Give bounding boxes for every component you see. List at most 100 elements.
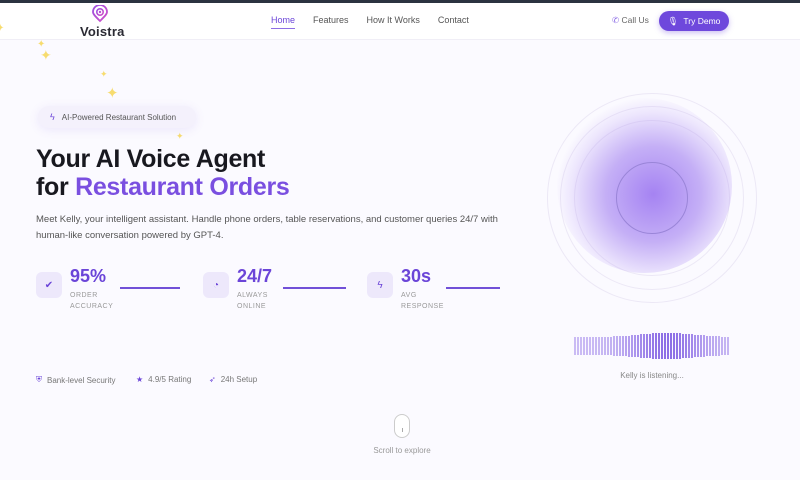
wave-bar <box>655 333 657 359</box>
wave-bar <box>646 333 648 359</box>
wave-bar <box>715 336 717 356</box>
wave-bar <box>676 333 678 359</box>
nav-contact[interactable]: Contact <box>437 15 469 25</box>
nav-home[interactable]: Home <box>271 15 296 29</box>
wave-bar <box>592 336 594 356</box>
wave-bar <box>610 336 612 356</box>
wave-bar <box>685 333 687 359</box>
trust-label: 4.9/5 Rating <box>148 375 192 384</box>
stat-value: 24/7 <box>237 266 273 286</box>
trust-security: ⛨ Bank-level Security <box>36 375 115 385</box>
wave-bar <box>580 336 582 356</box>
wave-bar <box>583 336 585 356</box>
title-line-1: Your AI Voice Agent <box>36 145 266 173</box>
mouse-scroll-icon[interactable] <box>394 414 410 438</box>
wave-bar <box>727 336 729 356</box>
stat-bar <box>446 287 500 289</box>
sparkle-icon: ✦ <box>40 47 52 63</box>
wave-bar <box>604 336 606 356</box>
wave-bar <box>721 336 723 356</box>
stat-label: ALWAYS ONLINE <box>237 292 268 310</box>
trust-setup: ➶ 24h Setup <box>209 375 257 384</box>
wave-bar <box>619 336 621 356</box>
wave-bar <box>688 334 690 358</box>
wave-bar <box>634 335 636 357</box>
wave-bar <box>703 335 705 357</box>
check-circle-icon: ✔ <box>36 272 62 298</box>
wave-bar <box>643 334 645 358</box>
hero-description: Meet Kelly, your intelligent assistant. … <box>36 214 498 241</box>
nav-how-it-works[interactable]: How It Works <box>366 15 420 25</box>
trust-label: Bank-level Security <box>47 375 116 385</box>
bolt-icon: ϟ <box>50 112 55 122</box>
microphone-icon: 🎙︎ <box>667 15 679 26</box>
wave-bar <box>631 335 633 357</box>
wave-bar <box>649 333 651 359</box>
star-icon: ★ <box>136 375 144 384</box>
brand-name: Voistra <box>80 24 125 39</box>
title-line-2-prefix: for <box>36 173 76 201</box>
sparkle-icon: ✦ <box>0 23 5 34</box>
location-pin-icon <box>92 5 108 23</box>
wave-bar <box>577 336 579 356</box>
try-demo-label: Try Demo <box>683 16 721 26</box>
wave-bar <box>601 336 603 356</box>
stat-label: AVG RESPONSE <box>401 292 444 310</box>
voice-orb[interactable] <box>547 93 757 303</box>
wave-bar <box>664 333 666 359</box>
rocket-icon: ➶ <box>209 375 216 384</box>
shield-icon: ⛨ <box>36 375 42 384</box>
wave-bar <box>712 336 714 356</box>
voice-status: Kelly is listening... <box>620 371 684 380</box>
wave-bar <box>682 333 684 359</box>
phone-icon: ✆ <box>612 15 620 25</box>
title-accent: Restaurant Orders <box>75 173 290 201</box>
wave-bar <box>661 333 663 359</box>
wave-bar <box>589 336 591 356</box>
call-us-link[interactable]: ✆ Call Us <box>612 15 649 26</box>
wave-bar <box>652 333 654 359</box>
wave-bar <box>625 335 627 357</box>
wave-bar <box>667 333 669 359</box>
bolt-icon: ϟ <box>367 272 393 298</box>
sparkle-icon: ✦ <box>176 131 184 141</box>
wave-bar <box>700 335 702 357</box>
wave-bar <box>613 336 615 356</box>
stat-bar <box>283 287 346 289</box>
wave-bar <box>724 336 726 356</box>
stat-value: 30s <box>401 266 432 286</box>
logo[interactable]: Voistra <box>80 5 124 41</box>
trust-label: 24h Setup <box>220 375 258 384</box>
wave-bar <box>658 333 660 359</box>
wave-bar <box>607 336 609 356</box>
try-demo-button[interactable]: 🎙︎ Try Demo <box>659 11 729 31</box>
orb-core <box>616 162 688 234</box>
hero-title: Your AI Voice Agent for Restaurant Orders <box>36 145 290 201</box>
wave-bar <box>637 334 639 358</box>
call-us-label: Call Us <box>621 15 649 25</box>
stat-label: ORDER ACCURACY <box>70 292 114 310</box>
wave-bar <box>673 333 675 359</box>
wave-bar <box>628 335 630 357</box>
wave-bar <box>706 335 708 357</box>
wave-bar <box>616 336 618 356</box>
sparkle-icon: ✦ <box>100 69 108 79</box>
wave-bar <box>709 335 711 357</box>
stat-bar <box>120 287 180 289</box>
wave-bar <box>622 335 624 357</box>
wave-bar <box>586 336 588 356</box>
wave-bar <box>640 334 642 358</box>
wave-bar <box>670 333 672 359</box>
stat-value: 95% <box>70 266 107 286</box>
orb-ring <box>547 93 757 303</box>
audio-waveform <box>574 333 731 359</box>
nav-features[interactable]: Features <box>313 15 349 25</box>
wave-bar <box>691 334 693 358</box>
sparkle-icon: ✦ <box>37 39 46 50</box>
wave-bar <box>697 334 699 358</box>
wave-bar <box>595 336 597 356</box>
scroll-hint: Scroll to explore <box>373 446 431 455</box>
wave-bar <box>574 336 576 355</box>
badge-text: AI-Powered Restaurant Solution <box>61 112 177 122</box>
wave-bar <box>598 336 600 356</box>
